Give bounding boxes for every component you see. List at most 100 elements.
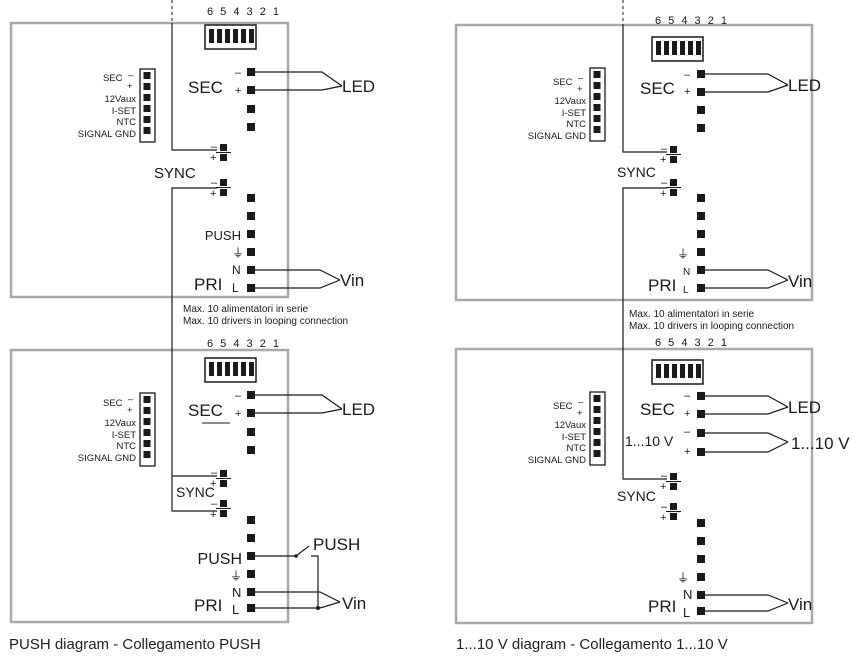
terminal-earth — [247, 570, 255, 578]
sync-wire-out — [171, 476, 217, 512]
side-label-ntc: NTC — [116, 117, 136, 128]
sec-label: SEC — [188, 401, 223, 420]
terminal-l — [697, 284, 705, 292]
side-label-plus: + — [127, 81, 133, 92]
terminal-dim-minus — [697, 429, 705, 437]
svg-text:–: – — [661, 143, 668, 155]
terminal-l — [247, 604, 255, 612]
pri-label: PRI — [194, 596, 222, 615]
side-connector: SEC – + 12Vaux I-SET NTC SIGNAL GND — [528, 67, 606, 142]
svg-text:–: – — [684, 69, 691, 81]
svg-text:SIGNAL GND: SIGNAL GND — [78, 453, 136, 464]
svg-text:–: – — [661, 177, 668, 189]
svg-text:12Vaux: 12Vaux — [104, 418, 136, 429]
terminal-earth — [697, 573, 705, 581]
vin-wire — [705, 269, 789, 289]
svg-text:–: – — [211, 467, 218, 479]
dip-switch-numbers: 6 5 4 3 2 1 — [655, 337, 729, 349]
sync-connector-out: – + — [210, 141, 231, 164]
side-connector: SEC – + 12Vaux I-SET NTC SIGNAL GND — [78, 68, 156, 143]
svg-text:SEC: SEC — [553, 401, 573, 412]
terminal — [247, 534, 255, 542]
side-label-sec: SEC — [103, 73, 123, 84]
dip-switch — [204, 357, 257, 383]
svg-text:NTC: NTC — [116, 441, 136, 452]
svg-text:SEC: SEC — [553, 77, 573, 88]
svg-text:12Vaux: 12Vaux — [554, 96, 586, 107]
svg-text:NTC: NTC — [566, 119, 586, 130]
earth-icon: ⏚ — [230, 569, 242, 583]
terminal — [247, 446, 255, 454]
side-label-signal-gnd: SIGNAL GND — [78, 129, 136, 140]
side-label-minus: – — [128, 70, 134, 81]
svg-text:–: – — [211, 498, 218, 510]
svg-text:–: – — [578, 397, 584, 408]
svg-text:–: – — [578, 73, 584, 84]
svg-text:+: + — [210, 188, 216, 200]
driver-box — [9, 21, 290, 299]
caption-push-diagram: PUSH diagram - Collegamento PUSH — [9, 636, 261, 653]
terminal-sec-minus — [697, 70, 705, 78]
push-terminal-label: PUSH — [198, 551, 242, 568]
sync-wire-in — [622, 340, 667, 480]
terminal — [697, 212, 705, 220]
svg-text:SIGNAL GND: SIGNAL GND — [528, 455, 586, 466]
svg-text:+: + — [577, 84, 583, 95]
sec-label: SEC — [188, 78, 223, 97]
svg-text:I-SET: I-SET — [562, 432, 586, 443]
svg-text:–: – — [211, 141, 218, 153]
dip-switch-numbers: 6 5 4 3 2 1 — [655, 15, 729, 27]
svg-text:+: + — [684, 446, 690, 458]
vin-wire — [705, 594, 789, 612]
svg-text:+: + — [210, 152, 216, 164]
l-label: L — [232, 281, 239, 295]
dip-switch — [651, 359, 704, 385]
terminal-n — [247, 588, 255, 596]
terminal-n — [697, 591, 705, 599]
terminal-l — [247, 284, 255, 292]
terminal-sec-plus — [697, 410, 705, 418]
note-line-2: Max. 10 drivers in looping connection — [183, 316, 348, 327]
note-line-1: Max. 10 alimentatori in serie — [629, 309, 754, 320]
driver-box — [454, 23, 814, 302]
svg-text:+: + — [235, 408, 241, 420]
earth-icon: ⏚ — [677, 247, 689, 261]
push-terminal-label: PUSH — [205, 228, 241, 243]
sync-connector-out: – + — [660, 470, 681, 493]
driver-unit-push-1: 6 5 4 3 2 1 SEC – + 12Vaux I-SET NTC SIG… — [9, 0, 375, 340]
led-label: LED — [788, 76, 821, 95]
vin-label: Vin — [788, 595, 812, 614]
svg-text:+: + — [577, 408, 583, 419]
pri-label: PRI — [648, 276, 676, 295]
svg-text:+: + — [660, 481, 666, 493]
dim-terminal-label: 1...10 V — [625, 433, 674, 449]
terminal-sec-plus — [697, 88, 705, 96]
svg-text:–: – — [684, 390, 691, 402]
l-label: L — [232, 602, 239, 617]
svg-text:–: – — [211, 177, 218, 189]
vin-wire — [255, 591, 341, 609]
svg-text:–: – — [661, 470, 668, 482]
vin-wire — [255, 269, 341, 289]
sync-label: SYNC — [617, 164, 656, 180]
pri-label: PRI — [194, 275, 222, 294]
n-label: N — [232, 585, 241, 600]
sec-minus: – — [235, 67, 242, 79]
terminal — [247, 428, 255, 436]
dim-wire — [705, 432, 789, 453]
note-line-1: Max. 10 alimentatori in serie — [183, 304, 308, 315]
svg-text:+: + — [127, 405, 133, 416]
terminal-sec-minus — [247, 391, 255, 399]
driver-box — [9, 348, 290, 624]
terminal — [697, 537, 705, 545]
led-wire — [705, 395, 789, 415]
terminal — [247, 212, 255, 220]
l-label: L — [683, 605, 690, 620]
terminal-earth — [247, 248, 255, 256]
led-wire — [255, 71, 343, 91]
terminal — [247, 516, 255, 524]
sec-label: SEC — [640, 79, 675, 98]
svg-text:–: – — [235, 390, 242, 402]
svg-text:+: + — [660, 154, 666, 166]
